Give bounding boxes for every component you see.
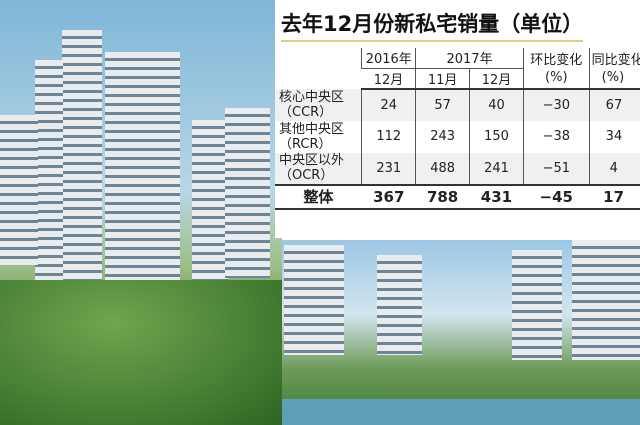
corner-cell xyxy=(275,48,362,89)
cell: 431 xyxy=(469,183,524,210)
cell: −51 xyxy=(522,152,590,185)
tower xyxy=(62,30,102,290)
cell: 367 xyxy=(361,183,416,210)
tower xyxy=(512,250,562,360)
tower xyxy=(105,52,180,292)
cell: 34 xyxy=(588,120,640,153)
region-code: （OCR） xyxy=(279,168,334,183)
cell: 67 xyxy=(588,88,640,121)
region-name: 其他中央区 xyxy=(279,121,345,137)
cell: 788 xyxy=(415,183,470,210)
cell: −38 xyxy=(522,120,590,153)
cell: 112 xyxy=(361,120,416,153)
garden xyxy=(0,280,282,425)
header-2017: 2017年 xyxy=(415,48,524,68)
cell: 4 xyxy=(588,152,640,185)
table-title: 去年12月份新私宅销量（单位） xyxy=(281,8,584,42)
cell: 40 xyxy=(469,88,524,121)
cell: −30 xyxy=(522,88,590,121)
sales-table: 2016年 2017年 环比变化 同比变化 12月 11月 12月 (%) (%… xyxy=(275,48,640,210)
tower xyxy=(284,245,344,355)
tower xyxy=(35,60,63,280)
condo-towers-photo xyxy=(0,0,282,425)
tower xyxy=(192,120,228,280)
total-row: 整体 367 788 431 −45 17 xyxy=(275,183,640,210)
cell: 243 xyxy=(415,120,470,153)
sales-table-panel: 去年12月份新私宅销量（单位） 2016年 2017年 环比变化 同比变化 12… xyxy=(275,0,640,238)
table-row: 核心中央区 （CCR） 24 57 40 −30 67 xyxy=(275,88,640,121)
header-month: 11月 xyxy=(415,67,470,90)
cell: 150 xyxy=(469,120,524,153)
tower xyxy=(225,108,270,278)
header-pct: (%) xyxy=(588,68,640,90)
tower xyxy=(0,115,38,265)
region-code: （CCR） xyxy=(279,104,333,120)
cell: 488 xyxy=(415,152,470,185)
tower xyxy=(377,255,422,355)
cell: 241 xyxy=(469,152,524,185)
tower xyxy=(572,240,640,360)
courtyard-photo xyxy=(282,240,640,425)
table-row: 中央区以外 （OCR） 231 488 241 −51 4 xyxy=(275,152,640,185)
header-2016: 2016年 xyxy=(361,48,416,68)
header-mom: 环比变化 xyxy=(522,48,590,68)
region-name: 中央区以外 xyxy=(279,153,345,168)
region-code: （RCR） xyxy=(279,136,332,152)
cell: 24 xyxy=(361,88,416,121)
header-yoy: 同比变化 xyxy=(588,48,640,68)
cell: 57 xyxy=(415,88,470,121)
cell: 17 xyxy=(589,183,640,210)
region-name: 核心中央区 xyxy=(279,89,345,105)
header-month: 12月 xyxy=(469,67,524,90)
cell: 231 xyxy=(361,152,416,185)
pond xyxy=(282,399,640,425)
table-row: 其他中央区 （RCR） 112 243 150 −38 34 xyxy=(275,120,640,153)
cell: −45 xyxy=(523,183,590,210)
header-pct: (%) xyxy=(522,68,590,90)
total-label: 整体 xyxy=(275,183,362,210)
header-month: 12月 xyxy=(361,67,416,90)
